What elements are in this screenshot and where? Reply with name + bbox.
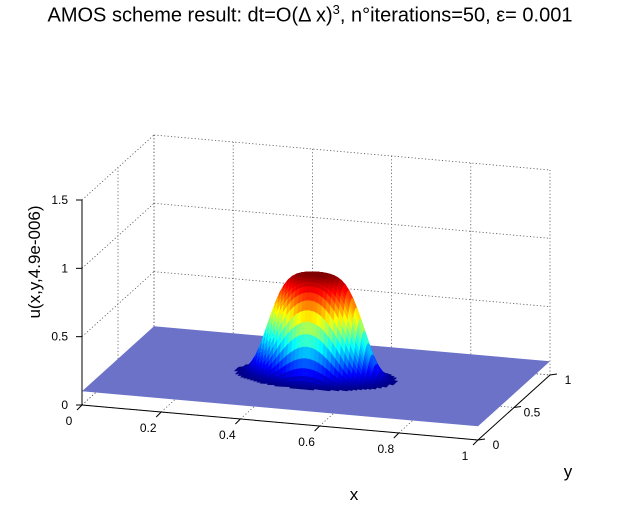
surface-patch: [256, 380, 263, 383]
title-prefix: AMOS scheme result: dt=O(Δ x): [47, 4, 333, 27]
surface-patch: [259, 381, 266, 384]
surface: [82, 271, 550, 427]
surface-patch: [266, 382, 273, 386]
chart-title: AMOS scheme result: dt=O(Δ x)3, n°iterat…: [0, 2, 620, 28]
x-tick-label: 1: [462, 449, 469, 463]
y-tick-mark: [477, 438, 486, 441]
surface-patch: [289, 386, 295, 389]
x-tick-mark: [235, 418, 241, 425]
title-suffix: , n°iterations=50, ε= 0.001: [339, 4, 573, 27]
title-superscript: 3: [332, 2, 340, 17]
surface-patch: [249, 378, 256, 381]
y-tick-label: 0.5: [524, 406, 541, 420]
grid-line: [81, 134, 155, 201]
z-axis-label: u(x,y,4.9e-006): [25, 205, 44, 318]
z-tick-label: 1: [61, 261, 68, 275]
x-tick-label: 0: [66, 414, 73, 428]
x-axis-line: [81, 404, 479, 441]
surface-patch: [240, 375, 246, 378]
x-tick-label: 0.4: [219, 428, 236, 442]
surface-patch: [234, 372, 242, 375]
y-axis-label: y: [564, 462, 573, 481]
surface-patch: [274, 384, 280, 387]
x-tick-mark: [76, 404, 83, 411]
x-tick-label: 0.2: [140, 421, 157, 435]
surface-patch: [233, 369, 241, 372]
axes: [76, 199, 558, 446]
x-tick-mark: [155, 411, 162, 418]
grid-line: [81, 271, 155, 337]
y-tick-label: 1: [565, 373, 572, 387]
x-tick-mark: [393, 432, 400, 439]
x-tick-mark: [314, 425, 320, 432]
y-tick-label: 0: [493, 438, 500, 452]
x-tick-mark: [472, 439, 479, 446]
z-tick-label: 0.5: [51, 330, 68, 344]
surface-patch: [243, 376, 250, 379]
x-axis-label: x: [350, 485, 359, 504]
y-tick-mark: [549, 373, 558, 376]
z-tick-label: 0: [61, 398, 68, 412]
surface-patch: [237, 373, 244, 376]
y-tick-mark: [513, 406, 522, 408]
tick-labels: 0 0.2 0.4 0.6 0.8 1 0 0.5 1 0 0.5 1 1.5: [51, 193, 571, 463]
grid-line: [81, 203, 155, 269]
x-tick-label: 0.8: [377, 442, 394, 456]
x-tick-label: 0.6: [298, 435, 315, 449]
z-tick-label: 1.5: [51, 193, 68, 207]
grid-line: [153, 202, 551, 239]
surface-patch: [246, 377, 253, 380]
grid-line: [153, 134, 551, 171]
surface-patch: [253, 379, 259, 382]
